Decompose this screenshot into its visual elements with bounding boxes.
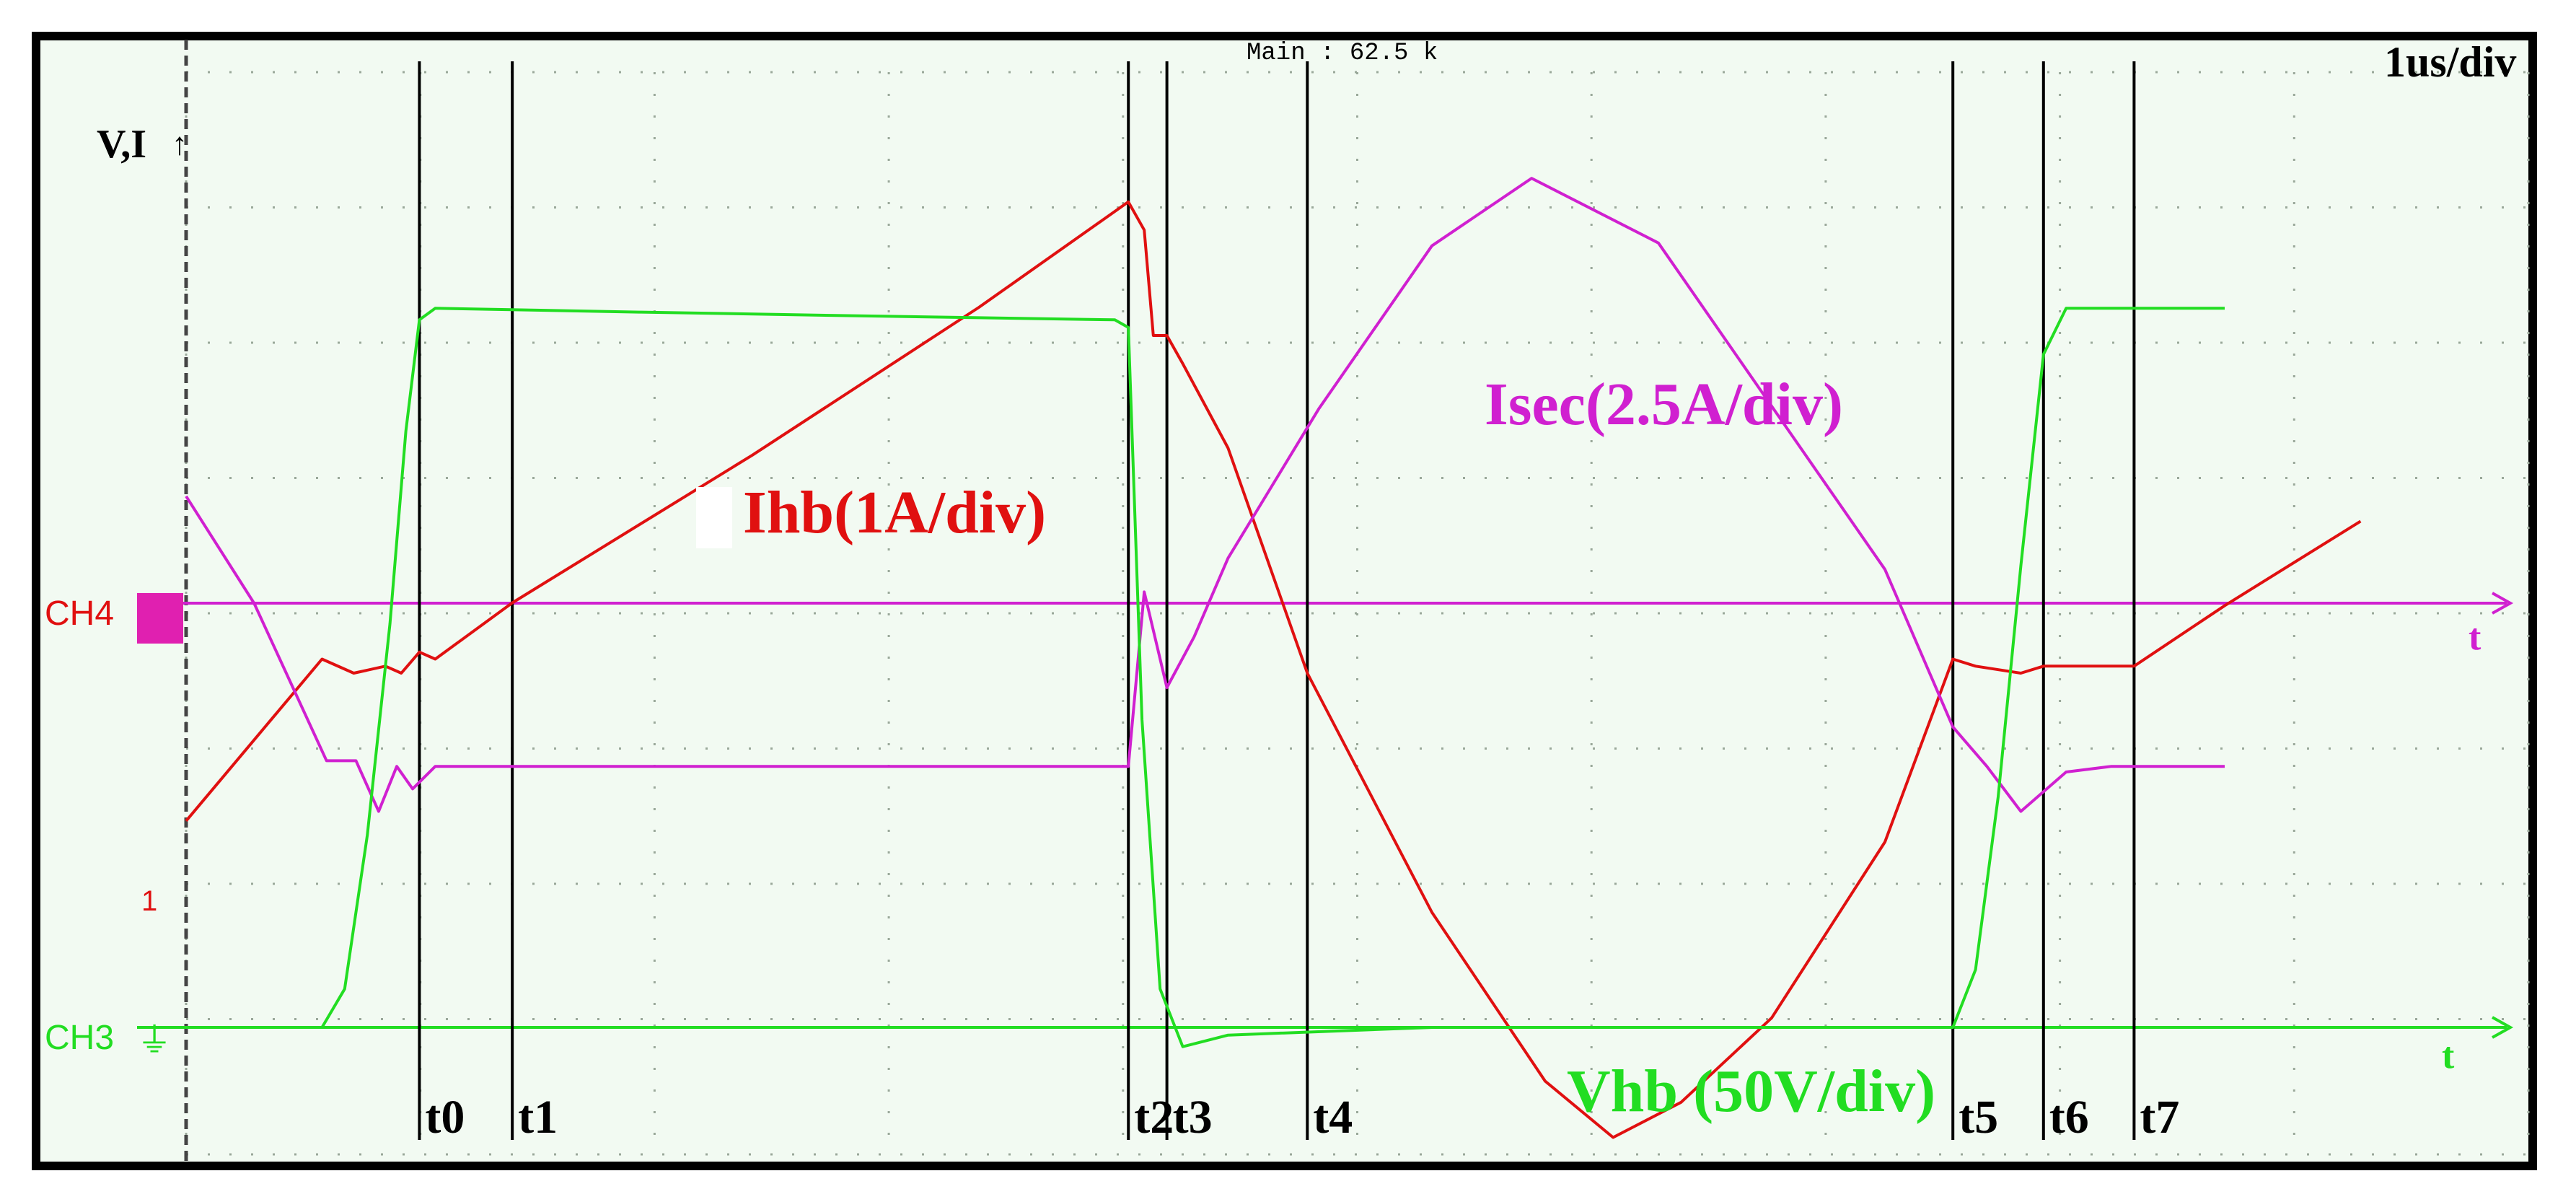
ch3-marker-label: CH3 — [45, 1019, 114, 1057]
ch3-marker: CH3 ⏚ — [45, 1019, 172, 1060]
isec-zero-line-arrow — [2492, 592, 2514, 615]
isec-series-label: Isec(2.5A/div) — [1485, 371, 1843, 438]
grid-dots — [184, 40, 2530, 1163]
vhb-ground-line-arrow — [2492, 1016, 2514, 1039]
reference-lines — [137, 592, 2514, 1039]
isec-trace — [185, 177, 2225, 813]
y-axis-arrow: ↑ — [172, 126, 188, 162]
ch4-marker: CH4 — [45, 593, 183, 644]
isec-axis-t-label: t — [2469, 617, 2482, 658]
ch4-marker-label: CH4 — [45, 595, 114, 633]
time-marker-label-t3: t3 — [1173, 1091, 1213, 1144]
time-marker-label-t2: t2 — [1134, 1091, 1174, 1144]
y-axis-label: V,I — [97, 122, 146, 167]
scope-screen — [36, 36, 2533, 1166]
ihb-trace — [185, 200, 2362, 1139]
ch3-ground-symbol: ⏚ — [137, 1022, 172, 1060]
ch4-marker-box — [137, 593, 183, 644]
time-marker-label-t0: t0 — [425, 1091, 465, 1144]
trigger-readout: Main : 62.5 k — [1247, 40, 1438, 67]
time-marker-label-t1: t1 — [518, 1091, 558, 1144]
ch1-marker: 1 — [141, 885, 157, 917]
time-marker-label-t7: t7 — [2140, 1091, 2179, 1144]
timebase-readout: 1us/div — [2384, 38, 2516, 86]
ihb-series-label: Ihb(1A/div) — [743, 479, 1046, 546]
time-marker-label-t4: t4 — [1313, 1091, 1353, 1144]
time-marker-lines — [418, 61, 2136, 1140]
ch1-marker-label: 1 — [141, 885, 157, 917]
scope-border — [32, 32, 2537, 1170]
vhb-axis-t-label: t — [2442, 1035, 2455, 1076]
time-marker-label-t5: t5 — [1959, 1091, 1998, 1144]
vhb-trace — [186, 307, 2225, 1048]
ihb-label-highlight — [696, 487, 732, 548]
time-marker-label-t6: t6 — [2049, 1091, 2089, 1144]
vhb-series-label: Vhb (50V/div) — [1567, 1058, 1935, 1125]
traces — [185, 177, 2362, 1139]
